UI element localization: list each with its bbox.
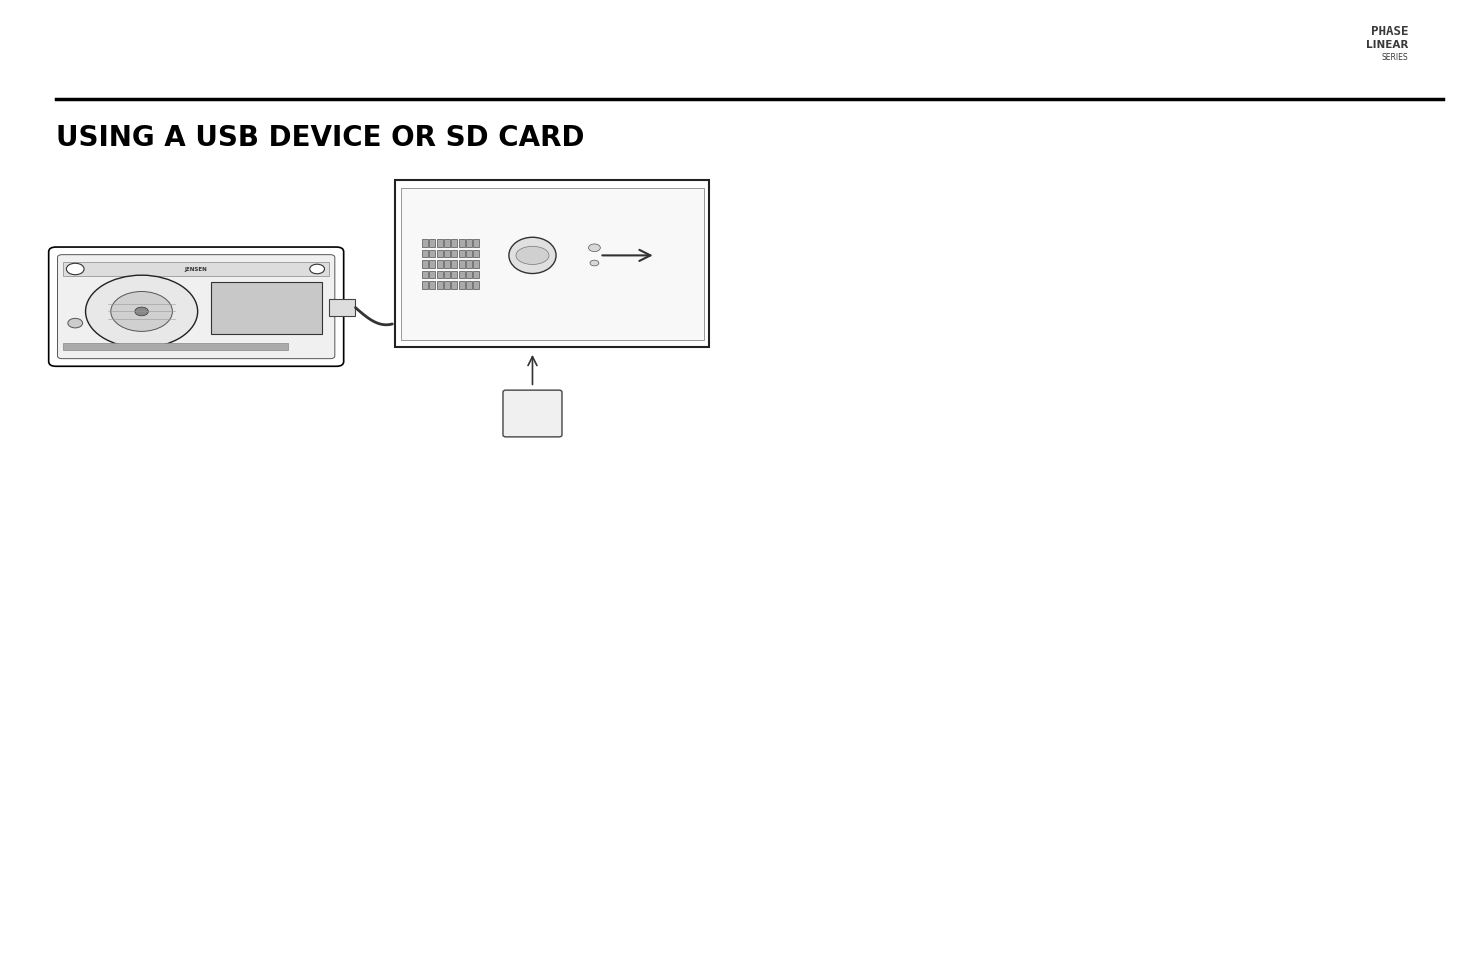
Circle shape bbox=[66, 264, 84, 275]
Bar bbox=[429, 282, 435, 290]
Circle shape bbox=[590, 261, 599, 267]
Bar bbox=[466, 282, 472, 290]
Bar bbox=[466, 261, 472, 269]
Bar bbox=[451, 282, 457, 290]
Bar bbox=[63, 263, 329, 276]
Bar bbox=[401, 189, 704, 340]
Bar bbox=[422, 251, 428, 258]
Text: USING A USB DEVICE OR SD CARD: USING A USB DEVICE OR SD CARD bbox=[56, 124, 584, 152]
Bar bbox=[422, 240, 428, 248]
Bar bbox=[429, 240, 435, 248]
Bar bbox=[473, 282, 479, 290]
FancyBboxPatch shape bbox=[503, 391, 562, 437]
Circle shape bbox=[68, 319, 83, 329]
FancyBboxPatch shape bbox=[58, 255, 335, 359]
Circle shape bbox=[134, 308, 149, 316]
Bar bbox=[473, 272, 479, 279]
Bar bbox=[211, 282, 322, 335]
Bar bbox=[473, 240, 479, 248]
Bar bbox=[437, 251, 442, 258]
Bar bbox=[466, 272, 472, 279]
Circle shape bbox=[589, 245, 600, 253]
Bar bbox=[395, 181, 709, 348]
Bar bbox=[473, 261, 479, 269]
Bar bbox=[473, 251, 479, 258]
Bar bbox=[459, 282, 465, 290]
Bar bbox=[459, 261, 465, 269]
Bar bbox=[451, 240, 457, 248]
Ellipse shape bbox=[509, 238, 556, 274]
Bar bbox=[429, 261, 435, 269]
Bar bbox=[459, 272, 465, 279]
Bar bbox=[444, 251, 450, 258]
Bar bbox=[459, 251, 465, 258]
Bar bbox=[422, 261, 428, 269]
Text: JENSEN: JENSEN bbox=[184, 266, 208, 272]
Bar bbox=[466, 251, 472, 258]
Bar bbox=[329, 299, 355, 316]
Ellipse shape bbox=[516, 247, 549, 265]
Bar bbox=[451, 261, 457, 269]
Text: PHASE: PHASE bbox=[1372, 25, 1409, 38]
Bar bbox=[459, 240, 465, 248]
Bar bbox=[466, 240, 472, 248]
Bar bbox=[422, 272, 428, 279]
Bar bbox=[444, 272, 450, 279]
Circle shape bbox=[111, 293, 173, 332]
Bar bbox=[63, 344, 288, 351]
Bar bbox=[437, 240, 442, 248]
Bar bbox=[451, 251, 457, 258]
Bar bbox=[444, 240, 450, 248]
Bar bbox=[444, 261, 450, 269]
Bar bbox=[429, 251, 435, 258]
Bar bbox=[444, 282, 450, 290]
Bar bbox=[437, 261, 442, 269]
FancyBboxPatch shape bbox=[49, 248, 344, 367]
Bar bbox=[429, 272, 435, 279]
Bar bbox=[422, 282, 428, 290]
Circle shape bbox=[86, 276, 198, 348]
Text: SERIES: SERIES bbox=[1382, 53, 1409, 62]
Bar bbox=[451, 272, 457, 279]
Bar bbox=[437, 282, 442, 290]
Circle shape bbox=[310, 265, 324, 274]
Bar bbox=[437, 272, 442, 279]
Text: LINEAR: LINEAR bbox=[1366, 40, 1409, 50]
